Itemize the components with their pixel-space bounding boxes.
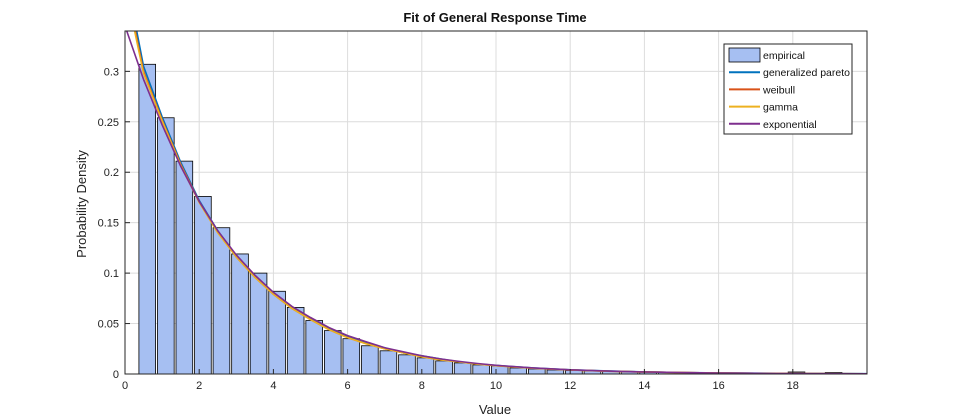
fit-line-exponential (125, 31, 867, 374)
x-tick-label: 2 (196, 380, 202, 392)
histogram-bar (472, 364, 490, 375)
histogram-bar (175, 160, 194, 375)
axes (124, 30, 868, 375)
histogram-bar (509, 367, 528, 375)
y-axis-label: Probability Density (74, 150, 89, 258)
y-tick-label: 0.2 (104, 167, 119, 179)
histogram-bar (138, 63, 157, 375)
histogram-bar (231, 253, 249, 375)
histogram-bar (546, 369, 565, 375)
legend: empirical generalized pareto weibull gamma e… (723, 43, 853, 135)
x-tick-label: 8 (419, 380, 425, 392)
chart-title: Fit of General Response Time (403, 10, 586, 25)
y-tick-label: 0.25 (98, 117, 119, 129)
histogram-bar (379, 350, 398, 375)
y-tick-label: 0.05 (98, 319, 119, 331)
x-tick-label: 4 (270, 380, 276, 392)
legend-label: generalized pareto (763, 67, 850, 79)
histogram-bar (453, 362, 472, 375)
legend-label: weibull (762, 84, 795, 96)
histogram-bar (361, 345, 379, 375)
legend-swatch-empirical (728, 47, 761, 63)
histogram-bar (416, 357, 435, 375)
legend-label: empirical (763, 50, 805, 62)
x-tick-label: 12 (564, 380, 576, 392)
fit-lines (125, 31, 867, 374)
histogram-bar (435, 360, 453, 375)
x-tick-label: 6 (345, 380, 351, 392)
histogram-bar (249, 272, 268, 375)
x-tick-label: 14 (638, 380, 650, 392)
legend-label: gamma (763, 102, 798, 114)
y-tick-label: 0 (113, 369, 119, 381)
tick-labels: 0 2 4 6 8 10 12 14 16 18 0 0.05 0.1 0.15 0.2 0.25 0.3 (98, 66, 799, 392)
legend-label: exponential (763, 119, 817, 131)
histogram-bar (528, 368, 546, 375)
x-axis-label: Value (479, 402, 511, 417)
x-tick-label: 16 (712, 380, 724, 392)
histogram-bar (342, 338, 361, 375)
histogram-bar (286, 307, 305, 375)
y-tick-label: 0.15 (98, 218, 119, 230)
histogram-bar (268, 290, 286, 375)
histogram-bar (194, 196, 212, 375)
x-tick-label: 18 (787, 380, 799, 392)
histogram-bar (398, 354, 416, 375)
histogram-bar (212, 227, 231, 375)
histogram-bar (157, 117, 175, 375)
x-tick-label: 0 (122, 380, 128, 392)
histogram-bars (138, 63, 843, 375)
histogram-bar (305, 320, 323, 375)
y-tick-label: 0.3 (104, 66, 119, 78)
histogram-bar (324, 330, 342, 375)
x-tick-label: 10 (490, 380, 502, 392)
y-tick-label: 0.1 (104, 268, 119, 280)
